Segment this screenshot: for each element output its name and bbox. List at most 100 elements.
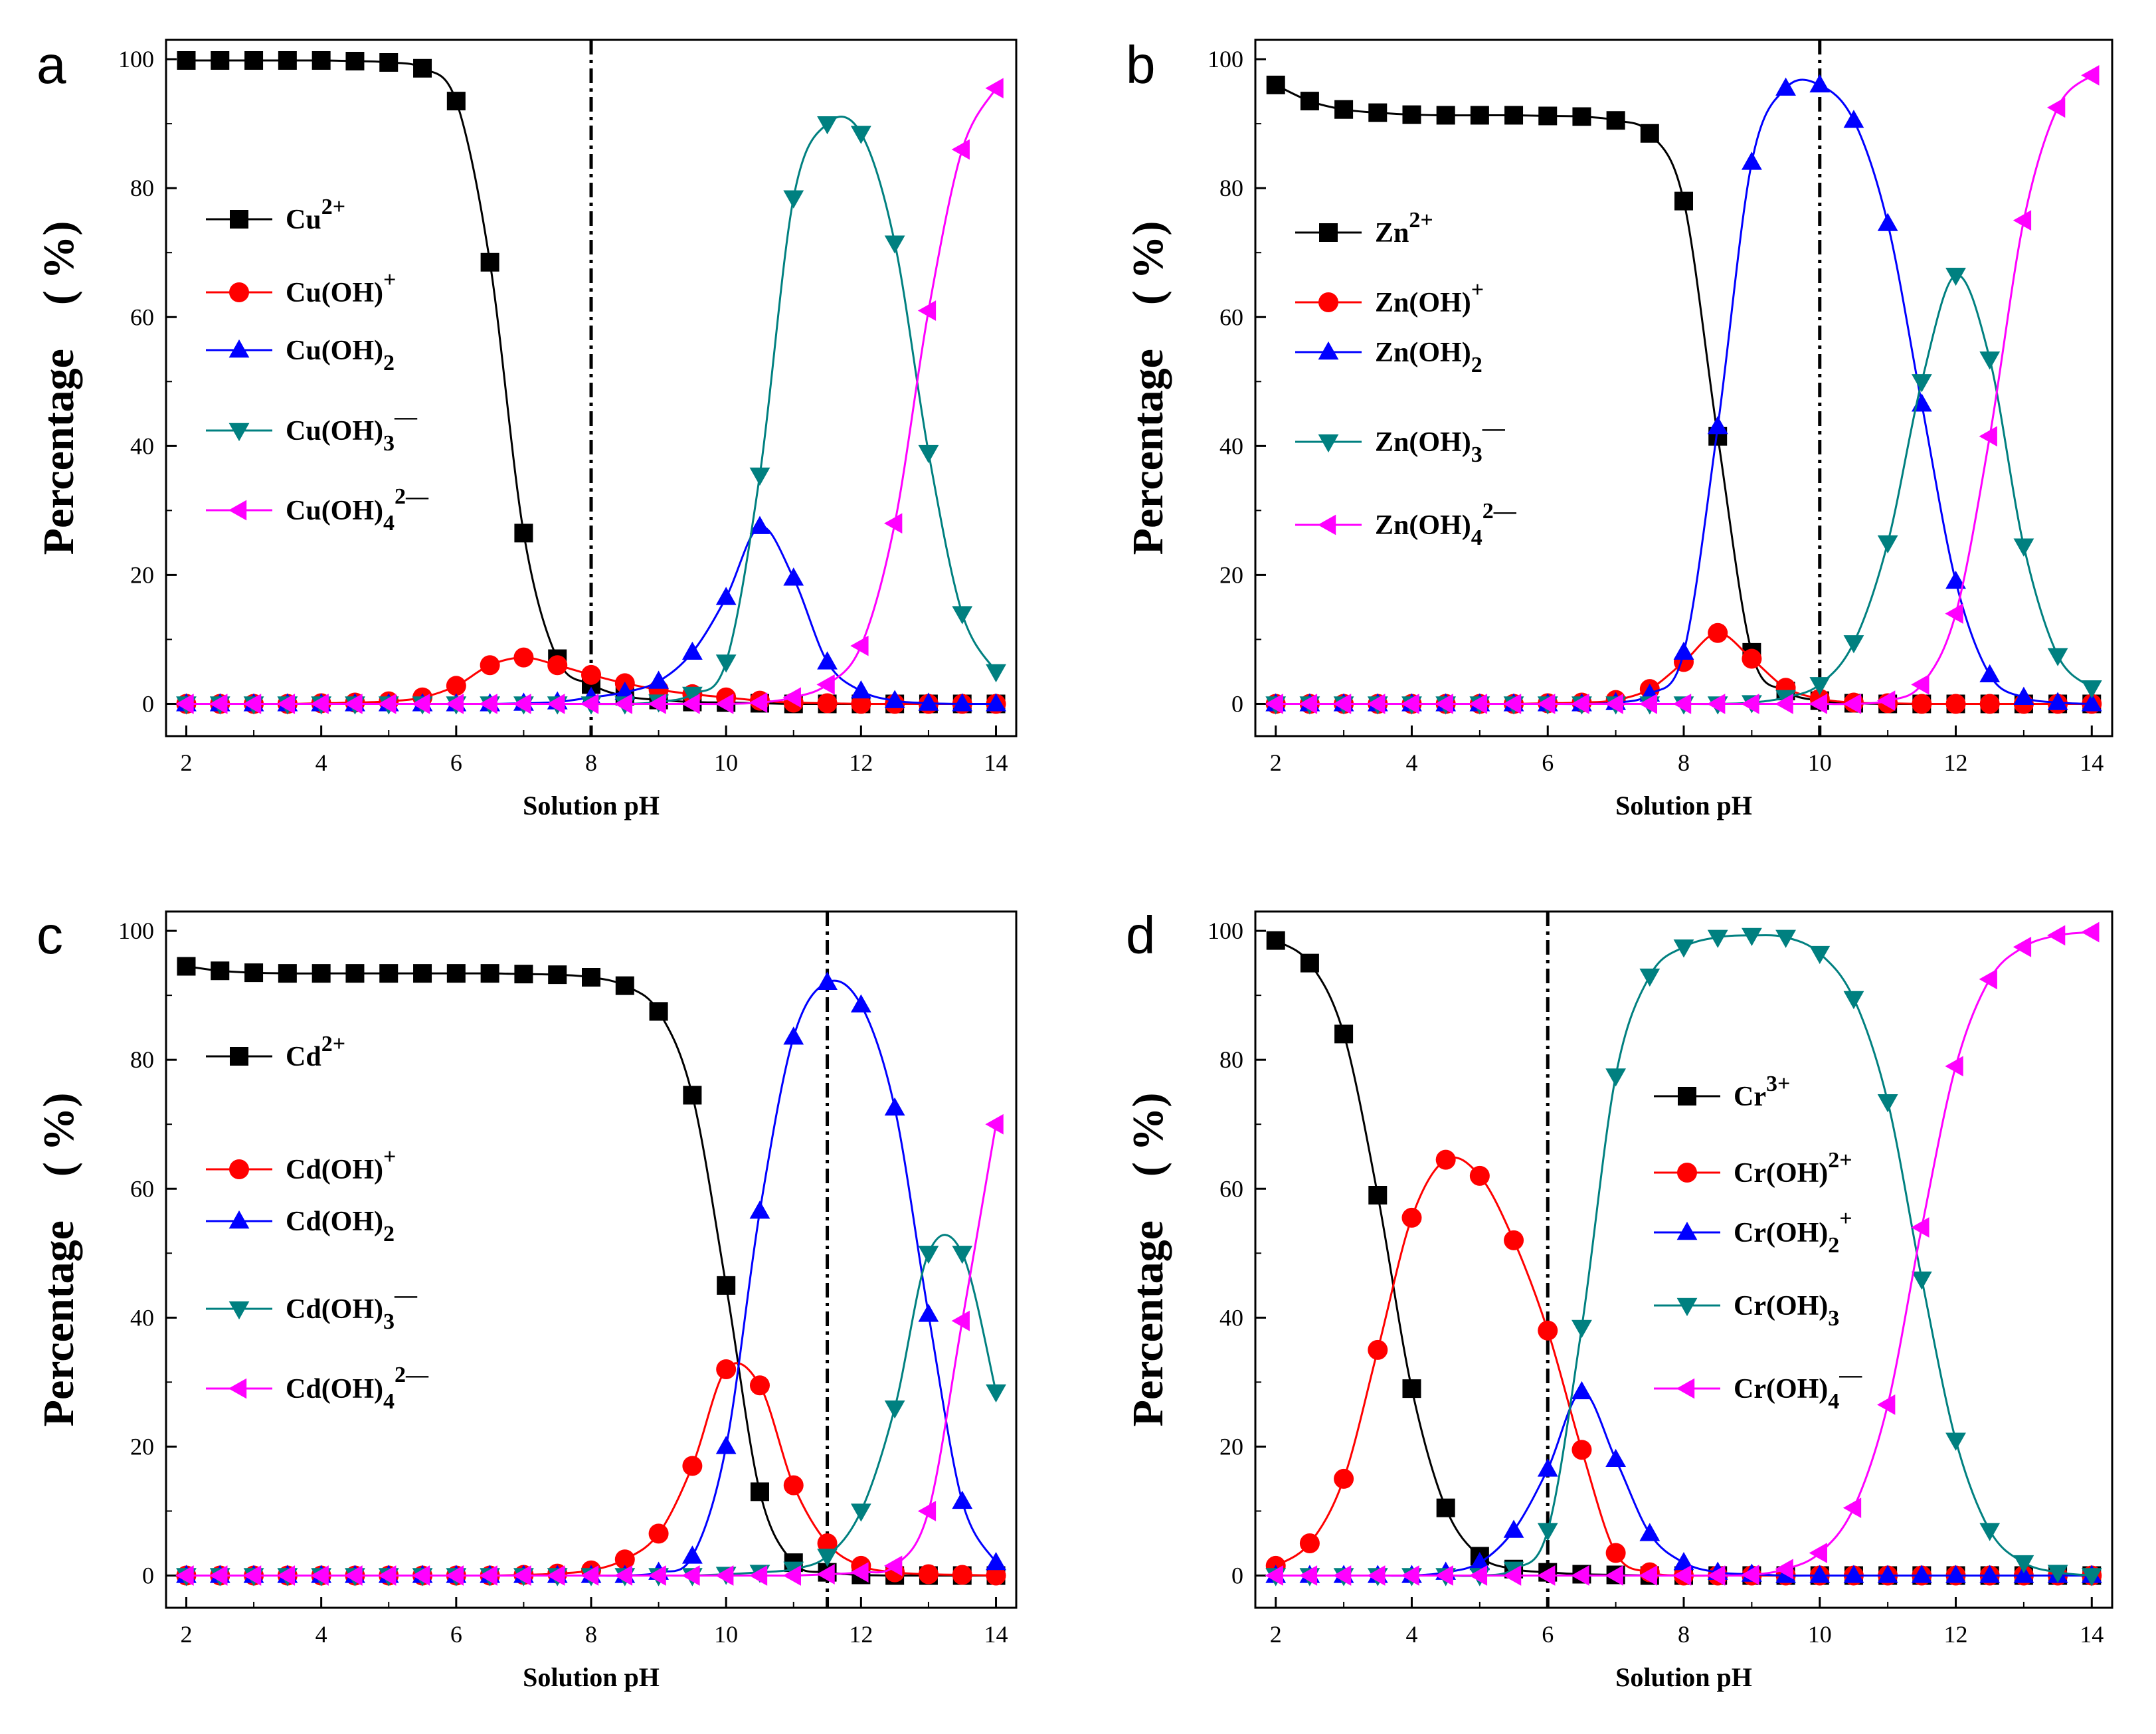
data-point <box>749 516 770 534</box>
data-point <box>1502 694 1522 714</box>
legend-marker <box>228 500 247 521</box>
data-point <box>446 676 466 696</box>
x-axis-label: Solution pH <box>523 791 660 820</box>
data-point <box>1266 931 1285 950</box>
x-tick-label: 10 <box>1808 1621 1832 1648</box>
data-point <box>244 963 264 983</box>
legend-label-cd-3: Cd(OH)2 <box>286 1206 395 1246</box>
data-point <box>1300 92 1319 111</box>
data-point <box>1809 1543 1827 1563</box>
data-point <box>1368 1185 1388 1204</box>
data-point <box>1707 416 1728 434</box>
y-tick-label: 80 <box>1219 175 1243 201</box>
legend-label-cu-1: Cu2+ <box>286 195 345 235</box>
series-line <box>186 1234 997 1577</box>
data-point <box>211 51 230 70</box>
data-point <box>1911 1271 1932 1290</box>
data-point <box>1435 1149 1456 1170</box>
panel-d: d 0 20 40 60 80 100 2 4 6 8 10 12 14 Solution pH Percen… <box>1124 906 2113 1692</box>
data-point <box>276 694 296 714</box>
data-point <box>2013 686 2034 705</box>
data-point <box>1503 1519 1524 1538</box>
legend-label-superscript: + <box>1471 278 1484 302</box>
data-point <box>1538 106 1558 126</box>
data-point <box>1741 1565 1759 1585</box>
data-point <box>986 664 1006 683</box>
legend-label-cr-1: Cr3+ <box>1734 1072 1790 1112</box>
legend-label-base: Cd(OH) <box>286 1294 383 1325</box>
x-axis-label: Solution pH <box>1615 791 1752 820</box>
data-point <box>1537 1458 1558 1477</box>
data-point <box>242 1565 262 1586</box>
data-point <box>446 92 466 111</box>
data-point <box>817 693 838 714</box>
data-point <box>1334 100 1354 119</box>
data-point <box>783 567 804 586</box>
data-point <box>1572 1319 1592 1338</box>
data-point <box>479 694 497 714</box>
legend-label-base: Zn <box>1375 218 1409 248</box>
data-point <box>918 1303 939 1322</box>
data-point <box>1979 351 2001 370</box>
data-point <box>1605 1543 1626 1563</box>
panel-b: b 0 20 40 60 80 100 2 4 6 8 10 12 14 Solution pH Percen… <box>1124 35 2113 820</box>
data-point <box>411 1565 430 1586</box>
data-point <box>1911 1565 1932 1583</box>
y-tick-label: 60 <box>1219 1175 1243 1202</box>
data-point <box>1401 1565 1419 1586</box>
data-point <box>817 116 838 135</box>
data-point <box>2047 648 2068 666</box>
data-point <box>1402 105 1421 124</box>
data-point <box>1469 1565 1488 1586</box>
legend-label-base: Cd(OH) <box>286 1206 383 1237</box>
data-point <box>850 126 871 144</box>
data-point <box>918 1564 939 1585</box>
data-point <box>379 52 399 72</box>
legend-marker <box>1676 1298 1698 1317</box>
x-tick-label: 8 <box>585 1621 597 1648</box>
data-point <box>514 524 533 543</box>
x-tick-label: 6 <box>1542 749 1554 776</box>
legend: Cu2+Cu(OH)+Cu(OH)2Cu(OH)3—Cu(OH)42— <box>206 195 429 535</box>
legend-label-zn-3: Zn(OH)2 <box>1375 337 1482 377</box>
data-point <box>244 51 264 70</box>
y-tick-label: 60 <box>130 304 154 330</box>
legend: Zn2+Zn(OH)+Zn(OH)2Zn(OH)3—Zn(OH)42— <box>1295 208 1517 550</box>
series-line <box>1275 934 2092 1577</box>
data-point <box>1877 1094 1898 1113</box>
legend-label-base: Cu(OH) <box>286 496 383 526</box>
data-point <box>581 664 601 685</box>
data-point <box>1605 694 1623 714</box>
data-point <box>649 1002 668 1021</box>
data-point <box>1332 694 1352 714</box>
legend-marker <box>1676 1378 1695 1399</box>
legend-label-base: Cu(OH) <box>286 278 383 308</box>
data-point <box>2013 538 2034 557</box>
data-point <box>513 647 534 668</box>
data-point <box>1842 1497 1862 1518</box>
series-line <box>186 1123 997 1577</box>
data-point <box>1672 1565 1692 1586</box>
data-point <box>1571 1565 1589 1586</box>
data-point <box>2013 1555 2034 1574</box>
data-point <box>1741 927 1762 947</box>
data-point <box>480 252 499 272</box>
legend-label-zn-5: Zn(OH)42— <box>1375 499 1517 550</box>
data-point <box>1504 106 1524 125</box>
data-point <box>242 694 262 714</box>
x-tick-label: 4 <box>1405 1621 1417 1648</box>
legend-label-zn-2: Zn(OH)+ <box>1375 278 1484 318</box>
panel-letter: c <box>37 906 63 965</box>
y-tick-label: 40 <box>1219 433 1243 459</box>
data-point <box>1502 1565 1522 1586</box>
data-point <box>715 694 734 714</box>
data-point <box>1911 674 1930 695</box>
y-tick-label: 20 <box>1219 1433 1243 1460</box>
series-line <box>1275 78 2092 706</box>
y-axis-label: Percentage ( %) <box>35 1093 83 1427</box>
data-point <box>278 51 297 70</box>
data-point <box>378 694 397 714</box>
data-point <box>782 1565 801 1586</box>
legend-label-subscript: 3 <box>1828 1306 1839 1331</box>
y-tick-label: 100 <box>118 917 154 944</box>
